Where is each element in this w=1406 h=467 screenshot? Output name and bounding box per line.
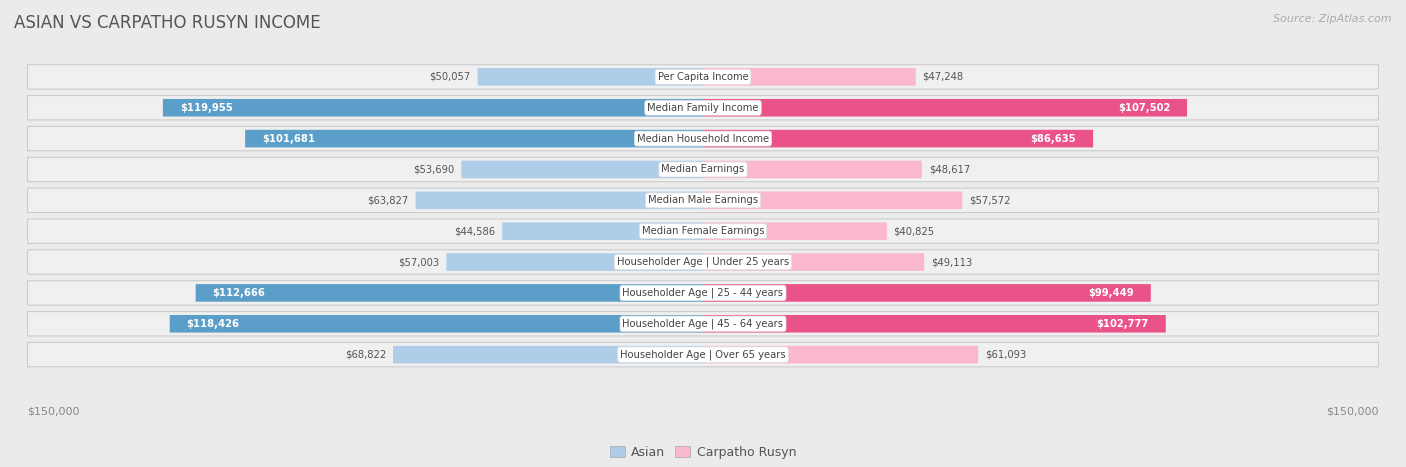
FancyBboxPatch shape <box>703 222 887 240</box>
FancyBboxPatch shape <box>502 222 703 240</box>
Text: Median Male Earnings: Median Male Earnings <box>648 195 758 205</box>
FancyBboxPatch shape <box>416 191 703 209</box>
Text: Householder Age | 45 - 64 years: Householder Age | 45 - 64 years <box>623 318 783 329</box>
FancyBboxPatch shape <box>28 157 1378 182</box>
Text: $118,426: $118,426 <box>187 319 239 329</box>
Text: Median Female Earnings: Median Female Earnings <box>641 226 765 236</box>
Text: $61,093: $61,093 <box>984 350 1026 360</box>
FancyBboxPatch shape <box>703 346 979 363</box>
Text: ASIAN VS CARPATHO RUSYN INCOME: ASIAN VS CARPATHO RUSYN INCOME <box>14 14 321 32</box>
Text: $63,827: $63,827 <box>367 195 409 205</box>
FancyBboxPatch shape <box>28 281 1378 305</box>
Text: Source: ZipAtlas.com: Source: ZipAtlas.com <box>1274 14 1392 24</box>
Text: $68,822: $68,822 <box>344 350 387 360</box>
FancyBboxPatch shape <box>28 250 1378 274</box>
Text: $112,666: $112,666 <box>212 288 266 298</box>
Text: Median Household Income: Median Household Income <box>637 134 769 143</box>
Legend: Asian, Carpatho Rusyn: Asian, Carpatho Rusyn <box>607 444 799 461</box>
Text: Householder Age | Over 65 years: Householder Age | Over 65 years <box>620 349 786 360</box>
Text: $57,572: $57,572 <box>969 195 1011 205</box>
FancyBboxPatch shape <box>703 161 922 178</box>
Text: $44,586: $44,586 <box>454 226 495 236</box>
FancyBboxPatch shape <box>170 315 703 333</box>
FancyBboxPatch shape <box>703 68 915 85</box>
Text: Householder Age | Under 25 years: Householder Age | Under 25 years <box>617 257 789 267</box>
Text: Per Capita Income: Per Capita Income <box>658 72 748 82</box>
Text: $150,000: $150,000 <box>1326 406 1378 417</box>
FancyBboxPatch shape <box>245 130 703 148</box>
FancyBboxPatch shape <box>703 253 924 271</box>
FancyBboxPatch shape <box>703 284 1150 302</box>
FancyBboxPatch shape <box>28 188 1378 212</box>
Text: $40,825: $40,825 <box>894 226 935 236</box>
Text: $86,635: $86,635 <box>1031 134 1076 143</box>
FancyBboxPatch shape <box>163 99 703 117</box>
FancyBboxPatch shape <box>28 96 1378 120</box>
Text: $99,449: $99,449 <box>1088 288 1133 298</box>
FancyBboxPatch shape <box>703 191 962 209</box>
Text: Householder Age | 25 - 44 years: Householder Age | 25 - 44 years <box>623 288 783 298</box>
Text: $57,003: $57,003 <box>398 257 440 267</box>
Text: $49,113: $49,113 <box>931 257 972 267</box>
FancyBboxPatch shape <box>478 68 703 85</box>
FancyBboxPatch shape <box>461 161 703 178</box>
FancyBboxPatch shape <box>446 253 703 271</box>
FancyBboxPatch shape <box>28 65 1378 89</box>
Text: $53,690: $53,690 <box>413 164 454 175</box>
Text: $119,955: $119,955 <box>180 103 232 113</box>
Text: $48,617: $48,617 <box>929 164 970 175</box>
FancyBboxPatch shape <box>394 346 703 363</box>
Text: $101,681: $101,681 <box>262 134 315 143</box>
Text: Median Family Income: Median Family Income <box>647 103 759 113</box>
FancyBboxPatch shape <box>195 284 703 302</box>
FancyBboxPatch shape <box>28 127 1378 151</box>
Text: $102,777: $102,777 <box>1097 319 1149 329</box>
Text: $107,502: $107,502 <box>1118 103 1170 113</box>
FancyBboxPatch shape <box>703 315 1166 333</box>
FancyBboxPatch shape <box>28 311 1378 336</box>
FancyBboxPatch shape <box>703 99 1187 117</box>
Text: $50,057: $50,057 <box>430 72 471 82</box>
Text: $150,000: $150,000 <box>28 406 80 417</box>
FancyBboxPatch shape <box>28 219 1378 243</box>
FancyBboxPatch shape <box>703 130 1092 148</box>
Text: Median Earnings: Median Earnings <box>661 164 745 175</box>
FancyBboxPatch shape <box>28 342 1378 367</box>
Text: $47,248: $47,248 <box>922 72 963 82</box>
